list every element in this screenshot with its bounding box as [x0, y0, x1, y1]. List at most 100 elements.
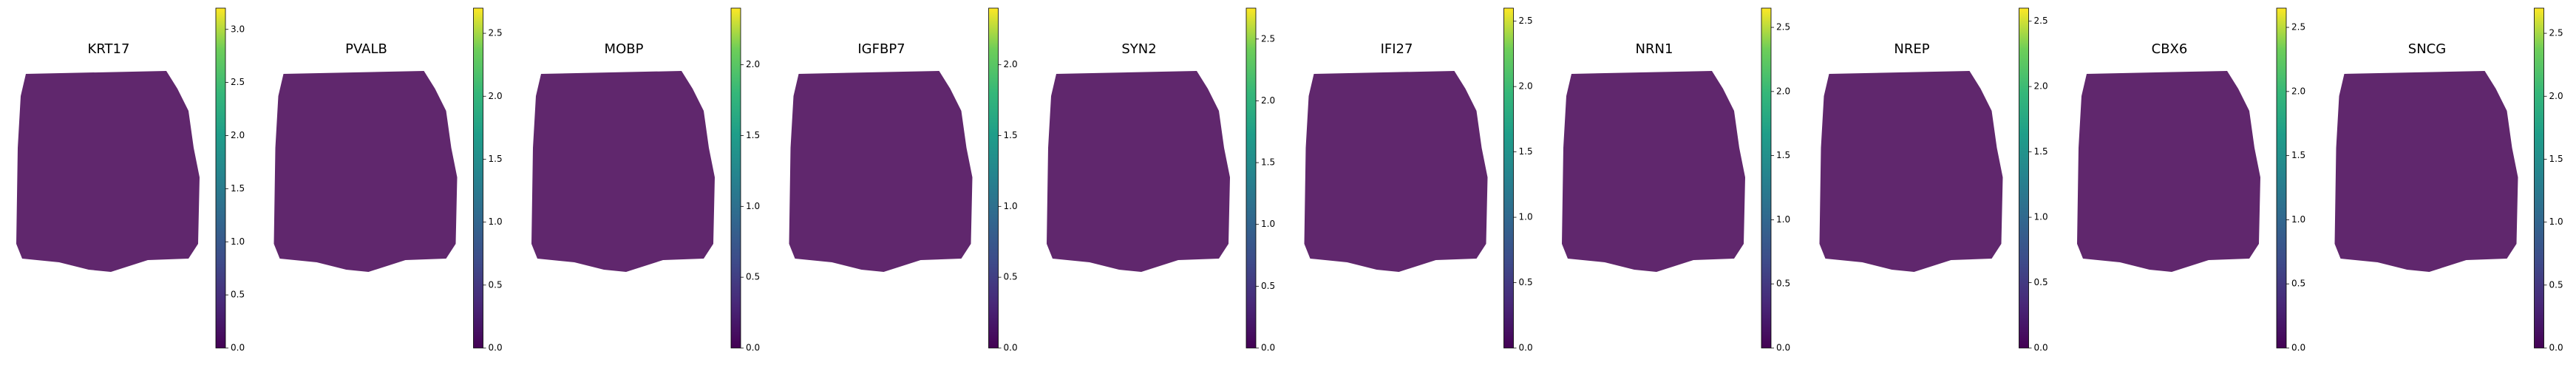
panel-title: KRT17 [88, 41, 130, 57]
panel-title: PVALB [345, 41, 387, 57]
tissue-outline [2077, 71, 2260, 272]
colorbar-tick-label: 0.0 [231, 343, 245, 353]
colorbar-tick-label: 0.0 [2549, 343, 2563, 353]
panel: SYN2 0.0 0.5 1.0 1.5 2.0 2.5 [1047, 7, 1275, 353]
colorbar-tick-label: 0.5 [1004, 272, 1018, 282]
colorbar-tick-label: 0.0 [2291, 343, 2305, 353]
colorbar [2019, 7, 2029, 349]
tissue-outline [2334, 71, 2518, 272]
colorbar-tick-label: 1.0 [1519, 212, 1533, 222]
panel: CBX6 0.0 0.5 1.0 1.5 2.0 2.5 [2077, 7, 2305, 353]
colorbar-tick-label: 1.5 [1776, 150, 1790, 160]
panel: IFI27 0.0 0.5 1.0 1.5 2.0 2.5 [1304, 7, 1533, 353]
colorbar-tick-label: 3.0 [231, 24, 245, 34]
colorbar [2534, 7, 2544, 349]
colorbar-tick-label: 2.0 [1519, 81, 1533, 92]
tissue-outline [16, 71, 200, 272]
panel-title: IFI27 [1381, 41, 1413, 57]
colorbar-tick-label: 1.0 [746, 201, 760, 211]
colorbar-tick-label: 0.0 [1261, 343, 1275, 353]
colorbar-tick-label: 2.0 [489, 91, 503, 101]
colorbar [473, 7, 483, 349]
colorbar-tick-label: 0.0 [1004, 343, 1018, 353]
panel-title: NREP [1894, 41, 1929, 57]
tissue-outline [789, 71, 973, 272]
tissue-outline [1047, 71, 1230, 272]
colorbar-tick-label: 0.0 [2034, 343, 2048, 353]
colorbar-tick-label: 2.5 [2291, 22, 2305, 33]
colorbar-tick-label: 1.5 [489, 154, 503, 164]
colorbar-tick-label: 1.5 [2034, 146, 2048, 157]
panel: KRT17 0.0 0.5 1.0 1.5 2.0 2.5 3.0 [16, 7, 245, 353]
colorbar-tick-label: 1.5 [231, 183, 245, 194]
colorbar-tick-label: 2.5 [231, 77, 245, 87]
tissue-outline [1562, 71, 1745, 272]
colorbar-tick-label: 1.5 [2291, 150, 2305, 160]
colorbar [2276, 7, 2287, 349]
colorbar-tick-label: 1.0 [231, 236, 245, 247]
colorbar-tick-label: 2.5 [1519, 16, 1533, 26]
colorbar-tick-label: 2.0 [2291, 86, 2305, 96]
panel: NREP 0.0 0.5 1.0 1.5 2.0 2.5 [1819, 7, 2048, 353]
panel-title: SNCG [2408, 41, 2446, 57]
colorbar-tick-label: 0.0 [489, 343, 503, 353]
colorbar-tick-label: 0.5 [2291, 279, 2305, 289]
colorbar-tick-label: 1.0 [2549, 216, 2563, 227]
colorbar [1245, 7, 1257, 349]
tissue-outline [1819, 71, 2003, 272]
colorbar-tick-label: 2.0 [231, 130, 245, 140]
colorbar-tick-label: 2.0 [2034, 81, 2048, 92]
tissue-outline [273, 71, 458, 272]
colorbar-tick-label: 2.0 [1261, 95, 1275, 106]
colorbar-tick-label: 0.5 [2549, 279, 2563, 290]
colorbar-tick-label: 1.0 [489, 216, 503, 227]
colorbar-tick-label: 2.5 [1261, 33, 1275, 44]
colorbar-tick-label: 1.0 [1261, 219, 1275, 229]
colorbar [730, 7, 741, 349]
colorbar [1761, 7, 1772, 349]
colorbar-tick-label: 2.0 [1004, 59, 1018, 69]
panel-title: MOBP [605, 41, 644, 57]
colorbar-tick-label: 2.5 [2034, 16, 2048, 26]
colorbar-tick-label: 0.0 [1776, 343, 1790, 353]
colorbar-tick-label: 2.5 [1776, 22, 1790, 33]
panel: SNCG 0.0 0.5 1.0 1.5 2.0 2.5 [2334, 7, 2563, 353]
colorbar [988, 7, 999, 349]
colorbar-tick-label: 2.0 [1776, 86, 1790, 96]
panel: NRN1 0.0 0.5 1.0 1.5 2.0 2.5 [1562, 7, 1790, 353]
panel-title: NRN1 [1636, 41, 1673, 57]
panel: IGFBP7 0.0 0.5 1.0 1.5 2.0 [789, 7, 1018, 353]
colorbar-tick-label: 2.5 [2549, 28, 2563, 38]
colorbar-tick-label: 0.5 [2034, 277, 2048, 287]
colorbar-tick-label: 1.0 [1004, 201, 1018, 211]
colorbar-tick-label: 0.5 [231, 290, 245, 300]
panel-title: CBX6 [2152, 41, 2188, 57]
colorbar-tick-label: 1.0 [2034, 212, 2048, 222]
colorbar [1503, 7, 1514, 349]
colorbar [215, 7, 226, 349]
colorbar-tick-label: 0.5 [1261, 281, 1275, 291]
colorbar-tick-label: 1.5 [2549, 154, 2563, 164]
panel-title: IGFBP7 [857, 41, 905, 57]
colorbar-tick-label: 2.0 [746, 59, 760, 69]
colorbar-tick-label: 2.5 [489, 28, 503, 38]
colorbar-tick-label: 1.5 [1519, 146, 1533, 157]
colorbar-tick-label: 1.0 [2291, 214, 2305, 225]
colorbar-tick-label: 0.5 [1519, 277, 1533, 287]
panel: PVALB 0.0 0.5 1.0 1.5 2.0 2.5 [273, 7, 503, 353]
colorbar-tick-label: 0.0 [746, 343, 760, 353]
colorbar-tick-label: 1.0 [1776, 214, 1790, 225]
colorbar-tick-label: 2.0 [2549, 91, 2563, 101]
colorbar-tick-label: 1.5 [746, 130, 760, 140]
panel-title: SYN2 [1121, 41, 1156, 57]
colorbar-tick-label: 0.0 [1519, 343, 1533, 353]
colorbar-tick-label: 0.5 [1776, 279, 1790, 289]
colorbar-tick-label: 1.5 [1004, 130, 1018, 140]
tissue-outline [531, 71, 715, 272]
colorbar-tick-label: 0.5 [746, 272, 760, 282]
colorbar-tick-label: 1.5 [1261, 157, 1275, 168]
colorbar-tick-label: 0.5 [489, 279, 503, 290]
tissue-outline [1304, 71, 1488, 272]
panel: MOBP 0.0 0.5 1.0 1.5 2.0 [531, 7, 760, 353]
